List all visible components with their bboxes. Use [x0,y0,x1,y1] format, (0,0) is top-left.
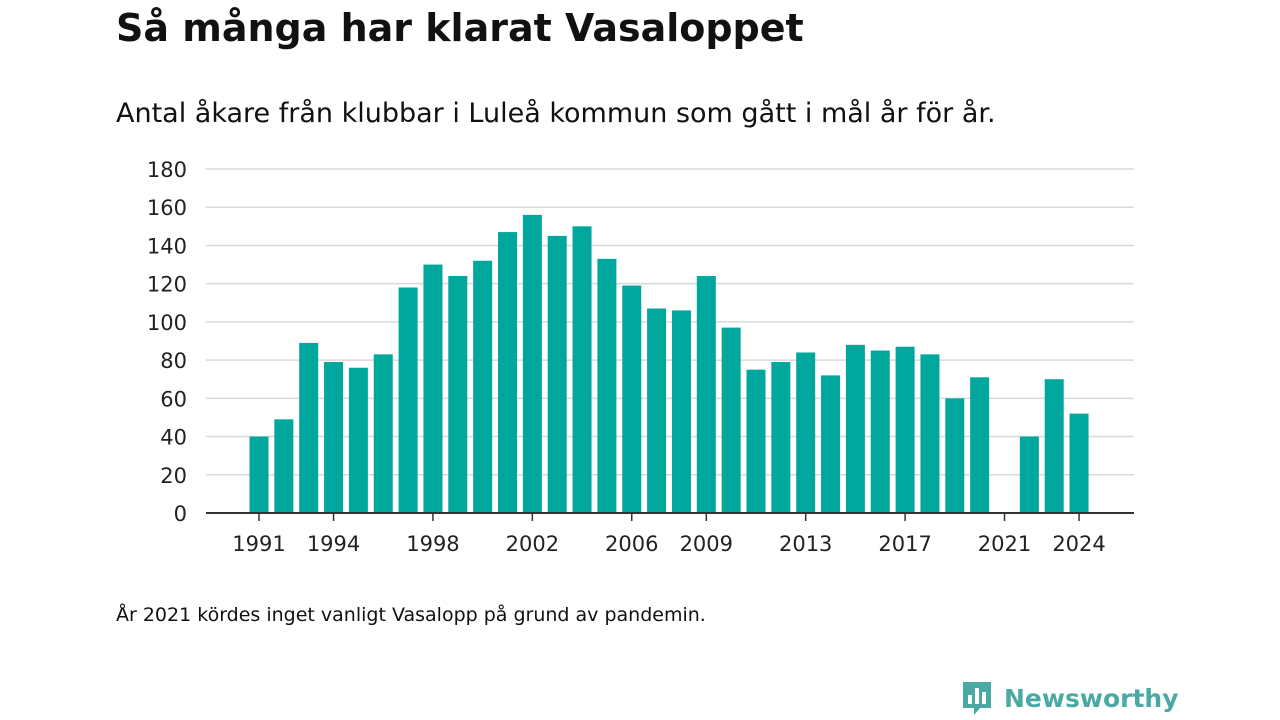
y-tick-label: 120 [147,273,187,297]
bar-2005 [597,258,617,513]
x-tick-label: 1991 [232,532,285,556]
x-tick-label: 2002 [506,532,559,556]
x-tick-label: 2021 [978,532,1031,556]
bar-2016 [870,350,890,513]
bar-1999 [448,276,468,513]
bar-2003 [547,235,567,513]
chart-title: Så många har klarat Vasaloppet [116,6,804,50]
bar-2009 [696,276,716,513]
bar-2018 [920,354,940,513]
bar-2006 [622,285,642,513]
bar-2024 [1069,413,1089,513]
bar-2014 [821,375,841,513]
x-tick-label: 2013 [779,532,832,556]
bar-2002 [522,214,542,513]
bar-2000 [473,260,493,513]
y-axis-tick-labels: 0 20 40 60 80 100 120 140 160 180 [147,158,187,526]
x-tick-label: 2024 [1052,532,1105,556]
chart-footnote: År 2021 kördes inget vanligt Vasalopp på… [116,604,706,626]
bar-2011 [746,369,766,513]
y-tick-label: 180 [147,158,187,182]
y-tick-label: 160 [147,196,187,220]
bar-1991 [249,436,269,513]
bar-2007 [647,308,667,513]
bar-2019 [945,398,965,513]
x-tick-label: 2009 [680,532,733,556]
bar-1995 [348,367,368,513]
bar-2001 [498,232,517,514]
y-tick-label: 60 [160,387,187,411]
bar-1994 [324,362,344,513]
bar-2012 [771,362,791,513]
chart-subtitle: Antal åkare från klubbar i Luleå kommun … [116,98,996,129]
bar-2008 [671,310,691,513]
y-tick-label: 80 [160,349,187,373]
x-tick-label: 1998 [406,532,459,556]
bar-chart: 0 20 40 60 80 100 120 140 160 180 1991 1994 1998 200… [147,158,1134,556]
bars [249,214,1089,514]
bar-2017 [895,346,915,513]
newsworthy-brand: Newsworthy [960,680,1179,716]
x-tick-label: 2006 [605,532,658,556]
y-tick-label: 140 [147,234,187,258]
x-tick-label: 2017 [878,532,931,556]
bar-2013 [796,352,816,513]
bar-1993 [299,342,319,513]
bar-1992 [274,419,294,513]
x-tick-label: 1994 [307,532,360,556]
bar-2015 [845,344,865,513]
bar-2004 [572,226,592,514]
y-tick-label: 0 [174,502,187,526]
y-tick-label: 100 [147,311,187,335]
bar-2022 [1019,436,1039,513]
x-axis [206,512,1134,521]
y-tick-label: 20 [160,464,187,488]
gridlines [206,168,1134,476]
y-tick-label: 40 [160,426,187,450]
x-axis-tick-labels: 1991 1994 1998 2002 2006 2009 2013 2017 2021 2024 [232,532,1106,556]
bar-2010 [721,327,741,513]
bar-2020 [970,377,990,513]
brand-name: Newsworthy [1004,683,1179,713]
bar-1997 [398,287,418,513]
bar-1996 [373,354,393,513]
bar-1998 [423,264,443,513]
newsworthy-logo-icon [963,682,991,715]
bar-2023 [1044,379,1064,513]
